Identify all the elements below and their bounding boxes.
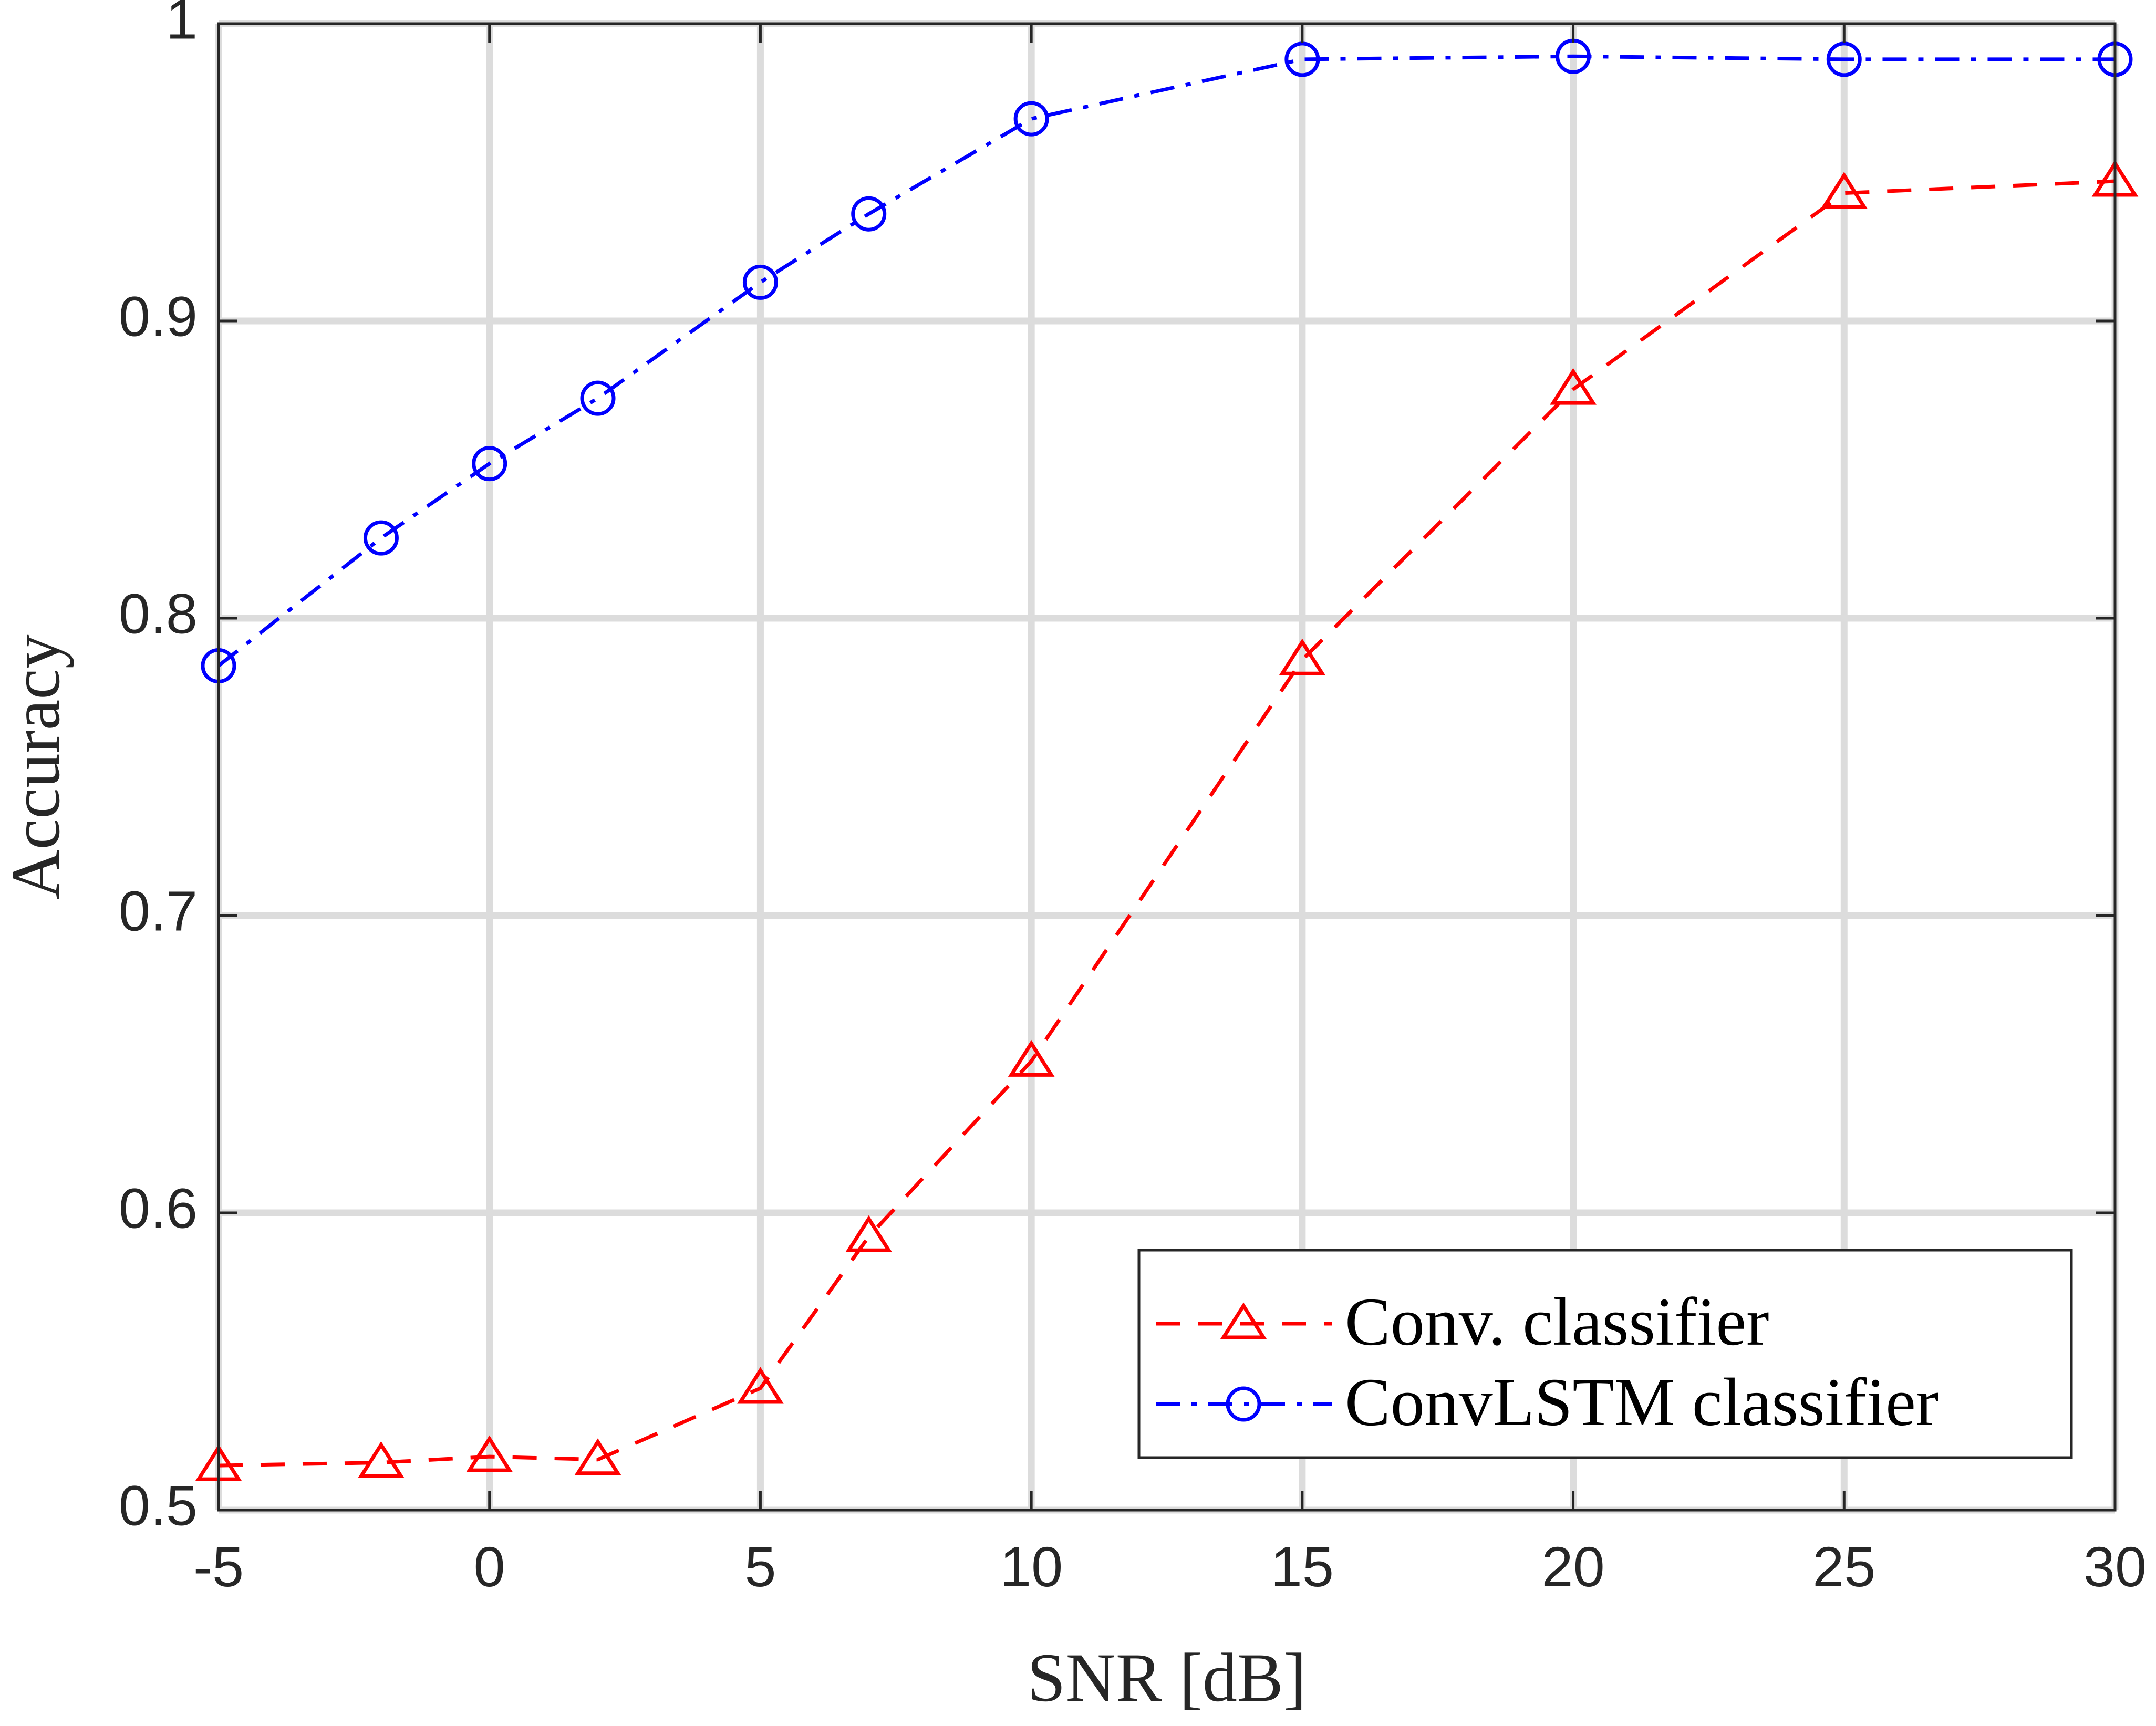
x-tick-label: -5 xyxy=(193,1535,244,1598)
x-tick-label: 5 xyxy=(744,1535,776,1598)
legend-label-conv: Conv. classifier xyxy=(1345,1284,1769,1360)
y-tick-label: 0.9 xyxy=(119,285,198,348)
legend-marker-conv xyxy=(1220,1302,1267,1339)
y-tick-label: 0.5 xyxy=(119,1474,198,1537)
convlstm-classifier-point xyxy=(1826,41,1862,77)
conv-classifier-point xyxy=(1008,1039,1055,1077)
legend: Conv. classifier ConvLSTM classifier xyxy=(1137,1249,2073,1459)
x-tick-label: 20 xyxy=(1542,1535,1605,1598)
x-tick-label: 25 xyxy=(1812,1535,1875,1598)
conv-classifier-point xyxy=(358,1441,405,1478)
plot-frame xyxy=(217,22,2117,1512)
convlstm-classifier-point xyxy=(472,446,507,482)
x-axis-title: SNR [dB] xyxy=(1027,1639,1307,1716)
x-tick-label: 10 xyxy=(1000,1535,1063,1598)
conv-classifier-point xyxy=(1820,172,1868,209)
legend-label-convlstm: ConvLSTM classifier xyxy=(1345,1365,1939,1440)
convlstm-classifier-point xyxy=(363,520,399,556)
convlstm-classifier-point xyxy=(742,264,778,300)
y-tick-label: 0.7 xyxy=(119,879,198,943)
convlstm-classifier-point xyxy=(1013,101,1049,137)
legend-items xyxy=(1156,1302,1332,1422)
y-tick-label: 0.8 xyxy=(119,582,198,646)
legend-marker-convlstm xyxy=(1226,1386,1261,1422)
y-tick-label: 1 xyxy=(166,0,198,51)
conv-classifier-point xyxy=(845,1215,893,1252)
conv-classifier-point xyxy=(1279,638,1326,675)
x-tick-label: 15 xyxy=(1271,1535,1334,1598)
convlstm-classifier-point xyxy=(1284,41,1320,77)
convlstm-classifier-line xyxy=(217,54,2115,668)
conv-classifier-point xyxy=(1550,368,1597,405)
y-axis-title: Accuracy xyxy=(0,634,74,900)
axis-ticks xyxy=(217,22,2117,1512)
convlstm-classifier-point xyxy=(851,196,887,232)
legend-box xyxy=(1137,1249,2073,1459)
x-tick-label: 0 xyxy=(474,1535,505,1598)
conv-classifier-point xyxy=(466,1435,513,1472)
conv-classifier-point xyxy=(737,1367,784,1404)
x-tick-label: 30 xyxy=(2084,1535,2147,1598)
y-tick-label: 0.6 xyxy=(119,1177,198,1240)
conv-classifier-point xyxy=(574,1438,621,1475)
tick-labels: -5 0 5 10 15 20 25 30 0.5 0.6 0.7 0.8 0.9 1 xyxy=(119,0,2147,1598)
convlstm-classifier-point xyxy=(580,380,616,416)
